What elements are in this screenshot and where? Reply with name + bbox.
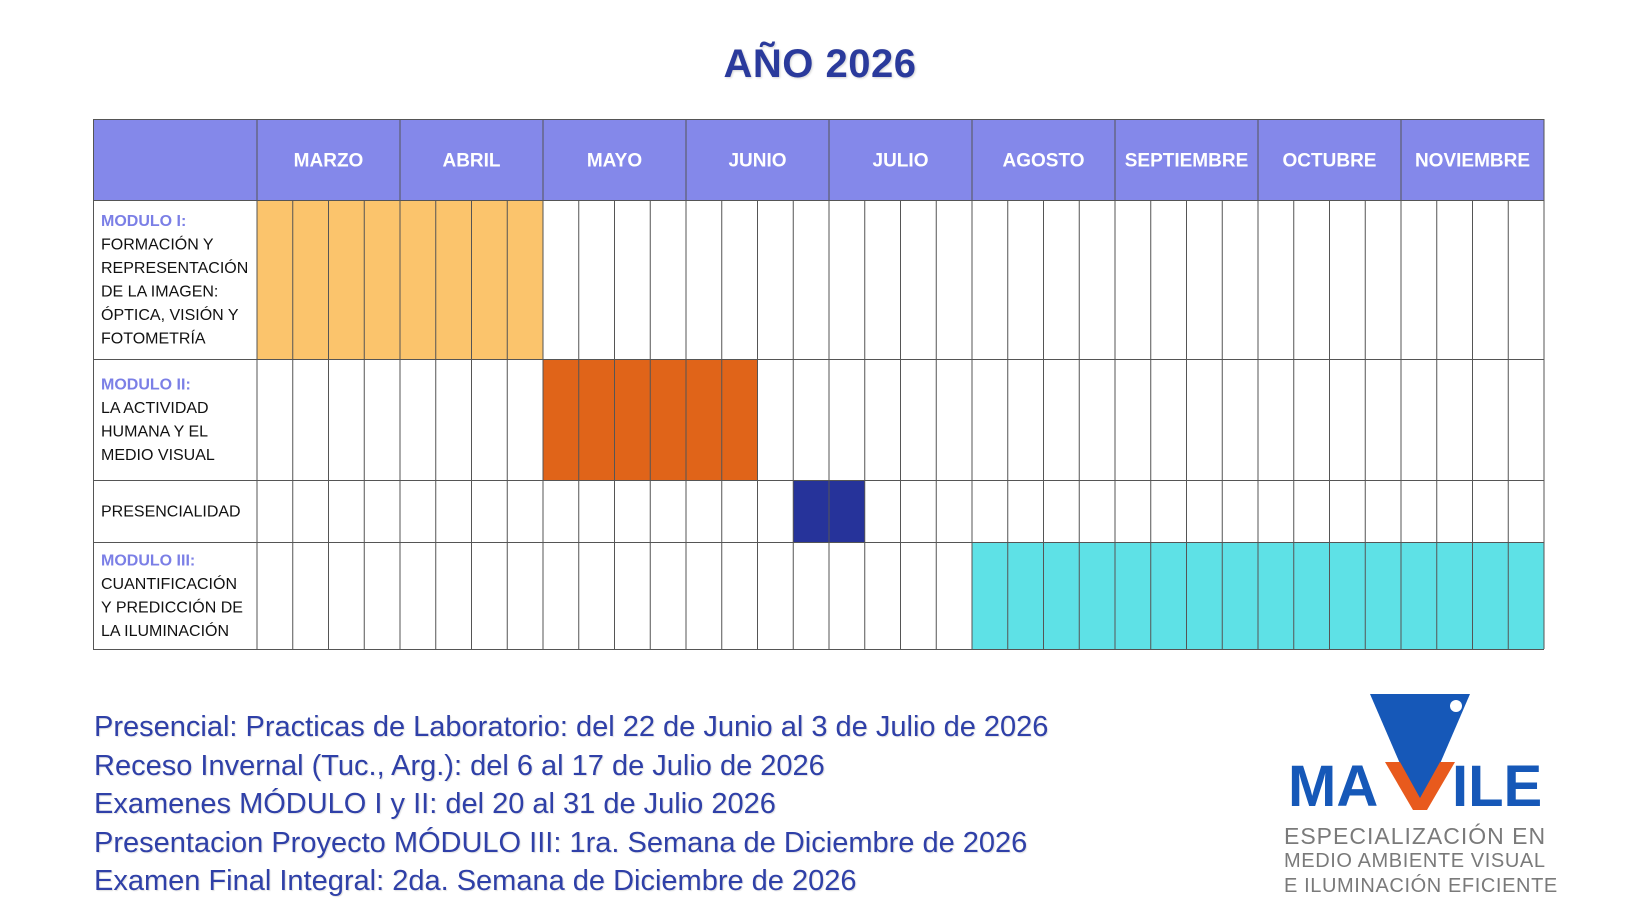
- month-header: AGOSTO: [1003, 151, 1085, 172]
- row-label-line: LA ILUMINACIÓN: [101, 621, 229, 640]
- mavile-logo: MA ILE: [1288, 694, 1542, 819]
- page-title: AÑO 2026: [723, 42, 917, 86]
- row-label-line: REPRESENTACIÓN: [101, 258, 248, 277]
- logo-triangle-icon: [1370, 694, 1470, 810]
- module-label: MODULO I:: [101, 213, 186, 230]
- row-label-line: PRESENCIALIDAD: [101, 503, 241, 520]
- row-label-line: LA ACTIVIDAD: [101, 400, 209, 417]
- schedule-table: MARZO ABRIL MAYO JUNIO JULIO AGOSTO SEPTIEMBRE…: [93, 119, 1545, 650]
- row-label-line: MEDIO VISUAL: [101, 447, 215, 464]
- month-header: JUNIO: [728, 151, 786, 172]
- month-header: MARZO: [294, 151, 364, 172]
- module-label: MODULO II:: [101, 377, 191, 394]
- logo-v-icon: [1385, 762, 1455, 810]
- logo-tagline-line: E ILUMINACIÓN EFICIENTE: [1284, 875, 1558, 897]
- note-examenes: Examenes MÓDULO I y II: del 20 al 31 de …: [94, 788, 776, 820]
- row-label-line: DE LA IMAGEN:: [101, 284, 218, 301]
- schedule-notes: Presencial: Practicas de Laboratorio: de…: [94, 708, 1048, 901]
- month-header: SEPTIEMBRE: [1125, 151, 1249, 172]
- month-header: JULIO: [873, 151, 929, 172]
- logo-letters-ma: MA: [1288, 754, 1378, 819]
- row-label-line: FOTOMETRÍA: [101, 329, 206, 348]
- month-header: OCTUBRE: [1283, 151, 1377, 172]
- logo-tagline-line: ESPECIALIZACIÓN EN: [1284, 823, 1547, 849]
- row-label-line: CUANTIFICACIÓN: [101, 574, 237, 593]
- logo-dot-icon: [1450, 700, 1462, 712]
- note-examen-final: Examen Final Integral: 2da. Semana de Di…: [94, 865, 857, 897]
- month-header: MAYO: [587, 151, 642, 172]
- note-presencial: Presencial: Practicas de Laboratorio: de…: [94, 711, 1049, 743]
- row-label-line: ÓPTICA, VISIÓN Y: [101, 305, 239, 324]
- row-label-line: FORMACIÓN Y: [101, 235, 214, 254]
- note-receso: Receso Invernal (Tuc., Arg.): del 6 al 1…: [94, 749, 825, 782]
- logo-tagline-line: MEDIO AMBIENTE VISUAL: [1284, 850, 1546, 872]
- header-row: [93, 119, 1544, 200]
- month-header: NOVIEMBRE: [1415, 151, 1530, 172]
- logo-letters-ile: ILE: [1452, 754, 1542, 819]
- row-label-line: HUMANA Y EL: [101, 424, 208, 441]
- module-label: MODULO III:: [101, 553, 195, 570]
- row-label-line: Y PREDICCIÓN DE: [101, 598, 243, 617]
- logo-tagline: ESPECIALIZACIÓN EN MEDIO AMBIENTE VISUAL…: [1284, 824, 1558, 899]
- month-header: ABRIL: [442, 151, 500, 172]
- note-proyecto: Presentacion Proyecto MÓDULO III: 1ra. S…: [94, 826, 1028, 859]
